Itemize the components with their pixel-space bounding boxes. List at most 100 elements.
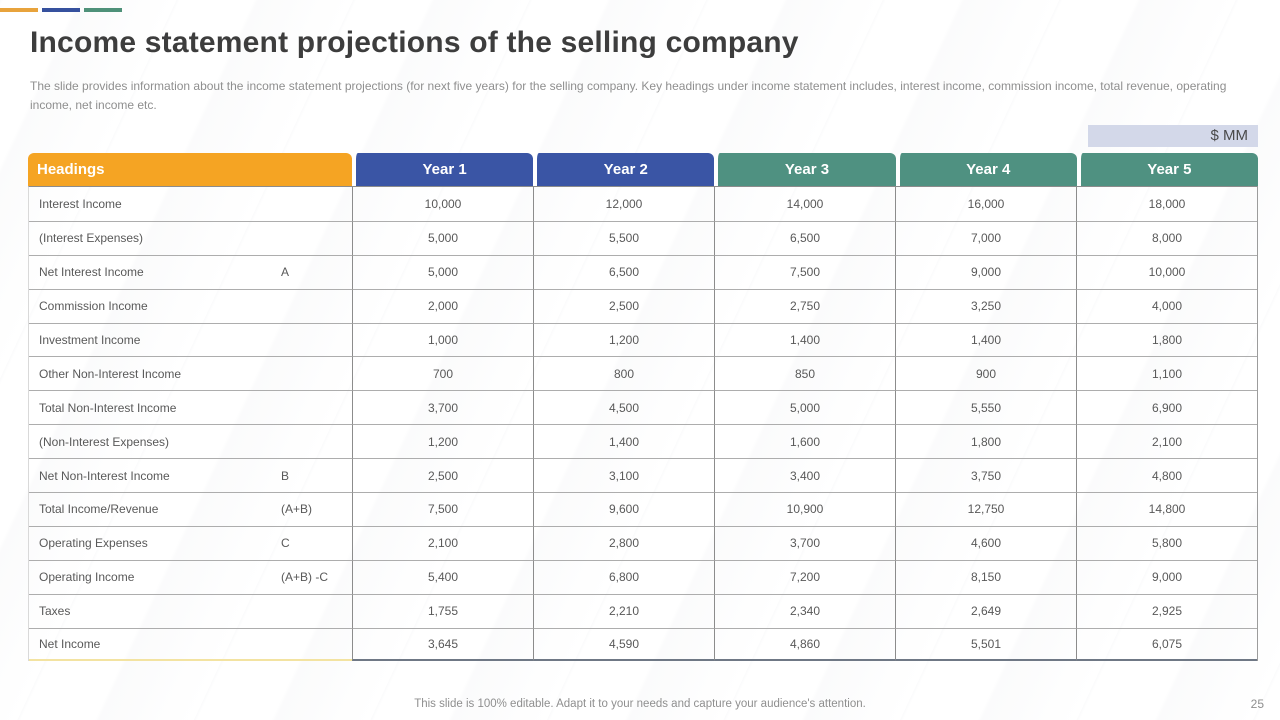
row-label-cell: Net Non-Interest Income B xyxy=(29,458,352,492)
cell-r12-year5: 9,000 xyxy=(1076,559,1257,594)
cell-r14-year4: 5,501 xyxy=(895,627,1076,662)
accent-bars xyxy=(0,8,122,12)
row-label-cell: Operating Expenses C xyxy=(29,525,352,560)
cell-r10-year1: 7,500 xyxy=(352,492,533,526)
cell-r9-year3: 3,400 xyxy=(714,458,895,493)
cell-r3-year1: 5,000 xyxy=(352,254,533,289)
table-row: Net Income 3,645 4,590 4,860 5,501 6,075 xyxy=(29,627,1257,662)
cell-r8-year5: 2,100 xyxy=(1076,424,1257,459)
row-formula-code: C xyxy=(281,536,290,551)
row-label-cell: Commission Income xyxy=(29,288,352,323)
cell-r7-year2: 4,500 xyxy=(533,390,714,425)
currency-unit-badge: $ MM xyxy=(1088,125,1258,147)
table-row: Total Income/Revenue (A+B) 7,500 9,600 10,… xyxy=(29,492,1257,526)
table-header-year-1: Year 1 xyxy=(352,153,534,186)
cell-r8-year4: 1,800 xyxy=(895,424,1076,459)
cell-r8-year2: 1,400 xyxy=(533,424,714,459)
cell-r10-year5: 14,800 xyxy=(1076,492,1257,526)
cell-r11-year2: 2,800 xyxy=(533,525,714,560)
row-label: (Non-Interest Expenses) xyxy=(39,434,170,449)
cell-r13-year1: 1,755 xyxy=(352,593,533,628)
table-row: Other Non-Interest Income 700 800 850 900 1,… xyxy=(29,356,1257,391)
row-label-cell: Net Interest Income A xyxy=(29,254,352,289)
cell-r11-year1: 2,100 xyxy=(352,525,533,560)
table-row: (Non-Interest Expenses) 1,200 1,400 1,600 1… xyxy=(29,424,1257,459)
table-row: Operating Income (A+B) -C 5,400 6,800 7,20… xyxy=(29,559,1257,594)
cell-r12-year1: 5,400 xyxy=(352,559,533,594)
row-formula-code: (A+B) -C xyxy=(281,570,329,585)
row-label-cell: Total Income/Revenue (A+B) xyxy=(29,492,352,526)
table-header-year-4: Year 4 xyxy=(895,153,1077,186)
cell-r5-year5: 1,800 xyxy=(1076,322,1257,357)
cell-r10-year2: 9,600 xyxy=(533,492,714,526)
row-label: Interest Income xyxy=(39,196,122,211)
cell-r14-year5: 6,075 xyxy=(1076,627,1257,662)
row-label-cell: Net Income xyxy=(29,627,352,662)
row-label-cell: Other Non-Interest Income xyxy=(29,356,352,390)
cell-r13-year4: 2,649 xyxy=(895,593,1076,628)
cell-r12-year3: 7,200 xyxy=(714,559,895,594)
row-label: Other Non-Interest Income xyxy=(39,366,182,381)
table-header-year-5: Year 5 xyxy=(1076,153,1258,186)
cell-r4-year5: 4,000 xyxy=(1076,288,1257,323)
row-label: Investment Income xyxy=(39,333,141,347)
cell-r9-year5: 4,800 xyxy=(1076,458,1257,493)
row-label: Commission Income xyxy=(39,299,148,314)
table-row: Interest Income 10,000 12,000 14,000 16,000… xyxy=(29,187,1257,221)
table-body: Interest Income 10,000 12,000 14,000 16,000… xyxy=(28,186,1258,662)
table-row: Net Non-Interest Income B 2,500 3,100 3,40… xyxy=(29,458,1257,493)
cell-r2-year5: 8,000 xyxy=(1076,220,1257,255)
accent-bar-orange xyxy=(0,8,38,12)
cell-r10-year3: 10,900 xyxy=(714,492,895,526)
cell-r6-year4: 900 xyxy=(895,356,1076,391)
table-header-row: Headings Year 1 Year 2 Year 3 Year 4 Year 5 xyxy=(28,153,1258,186)
row-label: Total Non-Interest Income xyxy=(39,400,177,415)
row-label: (Interest Expenses) xyxy=(39,231,144,246)
cell-r1-year5: 18,000 xyxy=(1076,187,1257,221)
page-number: 25 xyxy=(1250,697,1264,711)
cell-r2-year2: 5,500 xyxy=(533,220,714,255)
cell-r3-year4: 9,000 xyxy=(895,254,1076,289)
cell-r8-year1: 1,200 xyxy=(352,424,533,459)
cell-r2-year3: 6,500 xyxy=(714,220,895,255)
cell-r7-year4: 5,550 xyxy=(895,390,1076,425)
cell-r3-year5: 10,000 xyxy=(1076,254,1257,289)
row-label: Net Interest Income xyxy=(39,265,144,280)
cell-r7-year5: 6,900 xyxy=(1076,390,1257,425)
cell-r5-year4: 1,400 xyxy=(895,322,1076,357)
row-label-cell: Operating Income (A+B) -C xyxy=(29,559,352,594)
cell-r1-year1: 10,000 xyxy=(352,187,533,221)
cell-r1-year3: 14,000 xyxy=(714,187,895,221)
row-label-cell: Taxes xyxy=(29,593,352,628)
cell-r7-year3: 5,000 xyxy=(714,390,895,425)
accent-bar-teal xyxy=(84,8,122,12)
cell-r13-year2: 2,210 xyxy=(533,593,714,628)
table-row: (Interest Expenses) 5,000 5,500 6,500 7,000… xyxy=(29,220,1257,255)
cell-r3-year2: 6,500 xyxy=(533,254,714,289)
table-row: Total Non-Interest Income 3,700 4,500 5,00… xyxy=(29,390,1257,425)
cell-r7-year1: 3,700 xyxy=(352,390,533,425)
row-label-cell: Total Non-Interest Income xyxy=(29,390,352,424)
cell-r1-year2: 12,000 xyxy=(533,187,714,221)
cell-r3-year3: 7,500 xyxy=(714,254,895,289)
table-header-year-2: Year 2 xyxy=(533,153,715,186)
cell-r13-year3: 2,340 xyxy=(714,593,895,628)
table-row: Operating Expenses C 2,100 2,800 3,700 4,60… xyxy=(29,525,1257,560)
row-label-cell: Investment Income xyxy=(29,322,352,357)
row-formula-code: A xyxy=(281,265,290,280)
cell-r4-year2: 2,500 xyxy=(533,288,714,323)
table-row: Net Interest Income A 5,000 6,500 7,500 9,0… xyxy=(29,254,1257,289)
cell-r2-year4: 7,000 xyxy=(895,220,1076,255)
cell-r14-year1: 3,645 xyxy=(352,627,533,662)
row-label-cell: Interest Income xyxy=(29,187,352,221)
cell-r5-year2: 1,200 xyxy=(533,322,714,357)
row-label: Net Income xyxy=(39,637,101,652)
cell-r8-year3: 1,600 xyxy=(714,424,895,459)
footer-note: This slide is 100% editable. Adapt it to… xyxy=(414,698,866,710)
cell-r12-year4: 8,150 xyxy=(895,559,1076,594)
cell-r5-year3: 1,400 xyxy=(714,322,895,357)
cell-r9-year4: 3,750 xyxy=(895,458,1076,493)
cell-r5-year1: 1,000 xyxy=(352,322,533,357)
table-header-headings: Headings xyxy=(28,153,352,186)
cell-r9-year1: 2,500 xyxy=(352,458,533,493)
